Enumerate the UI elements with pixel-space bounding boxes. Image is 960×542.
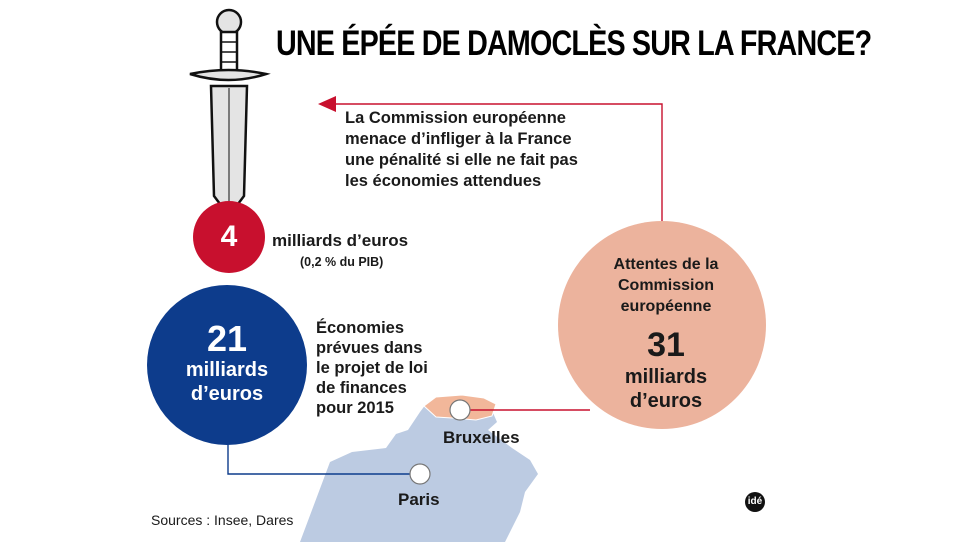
description-line: le projet de loi bbox=[316, 359, 428, 377]
expected-savings-unit: d’euros bbox=[629, 390, 703, 412]
planned-savings-unit: milliards bbox=[185, 359, 269, 381]
paris-marker bbox=[409, 463, 431, 485]
callout-line: une pénalité si elle ne fait pas bbox=[345, 151, 578, 169]
paris-label: Paris bbox=[398, 490, 440, 509]
callout-line: La Commission européenne bbox=[345, 109, 566, 127]
page-title: UNE ÉPÉE DE DAMOCLÈS SUR LA FRANCE? bbox=[276, 24, 872, 63]
description-line: Économies bbox=[316, 319, 405, 337]
penalty-gdp-share: (0,2 % du PIB) bbox=[300, 255, 384, 269]
callout-line: les économies attendues bbox=[345, 172, 542, 190]
description-line: pour 2015 bbox=[316, 399, 394, 417]
planned-savings-circle bbox=[147, 285, 307, 445]
planned-savings-value: 21 bbox=[206, 318, 248, 359]
sources-note: Sources : Insee, Dares bbox=[151, 512, 294, 528]
penalty-circle bbox=[193, 201, 265, 273]
description-line: prévues dans bbox=[316, 339, 423, 357]
sword-icon bbox=[189, 8, 271, 219]
planned-savings-label: 21 milliards d’euros bbox=[147, 320, 307, 406]
expected-savings-unit: milliards bbox=[624, 366, 708, 388]
commission-threat-text: La Commission européenne menace d’inflig… bbox=[345, 108, 645, 192]
publisher-logo: idé bbox=[745, 492, 765, 512]
expected-savings-value: 31 bbox=[647, 326, 685, 364]
brussels-label: Bruxelles bbox=[443, 428, 520, 447]
blue-connector-line bbox=[227, 440, 410, 475]
expected-savings-circle bbox=[558, 221, 766, 429]
expected-heading-line: Attentes de la bbox=[613, 256, 719, 273]
description-line: de finances bbox=[316, 379, 407, 397]
expected-savings-label: Attentes de la Commission européenne 31 … bbox=[576, 254, 756, 413]
penalty-value: 4 bbox=[220, 220, 238, 253]
red-arrow-line bbox=[334, 103, 663, 230]
expected-heading-line: européenne bbox=[620, 298, 712, 315]
planned-savings-description: Économies prévues dans le projet de loi … bbox=[316, 318, 436, 418]
brussels-marker bbox=[449, 399, 471, 421]
penalty-label: milliards d’euros bbox=[272, 231, 409, 250]
arrow-head-icon bbox=[318, 96, 336, 112]
callout-line: menace d’infliger à la France bbox=[345, 130, 572, 148]
planned-savings-unit: d’euros bbox=[190, 383, 264, 405]
expected-heading-line: Commission bbox=[617, 277, 714, 294]
